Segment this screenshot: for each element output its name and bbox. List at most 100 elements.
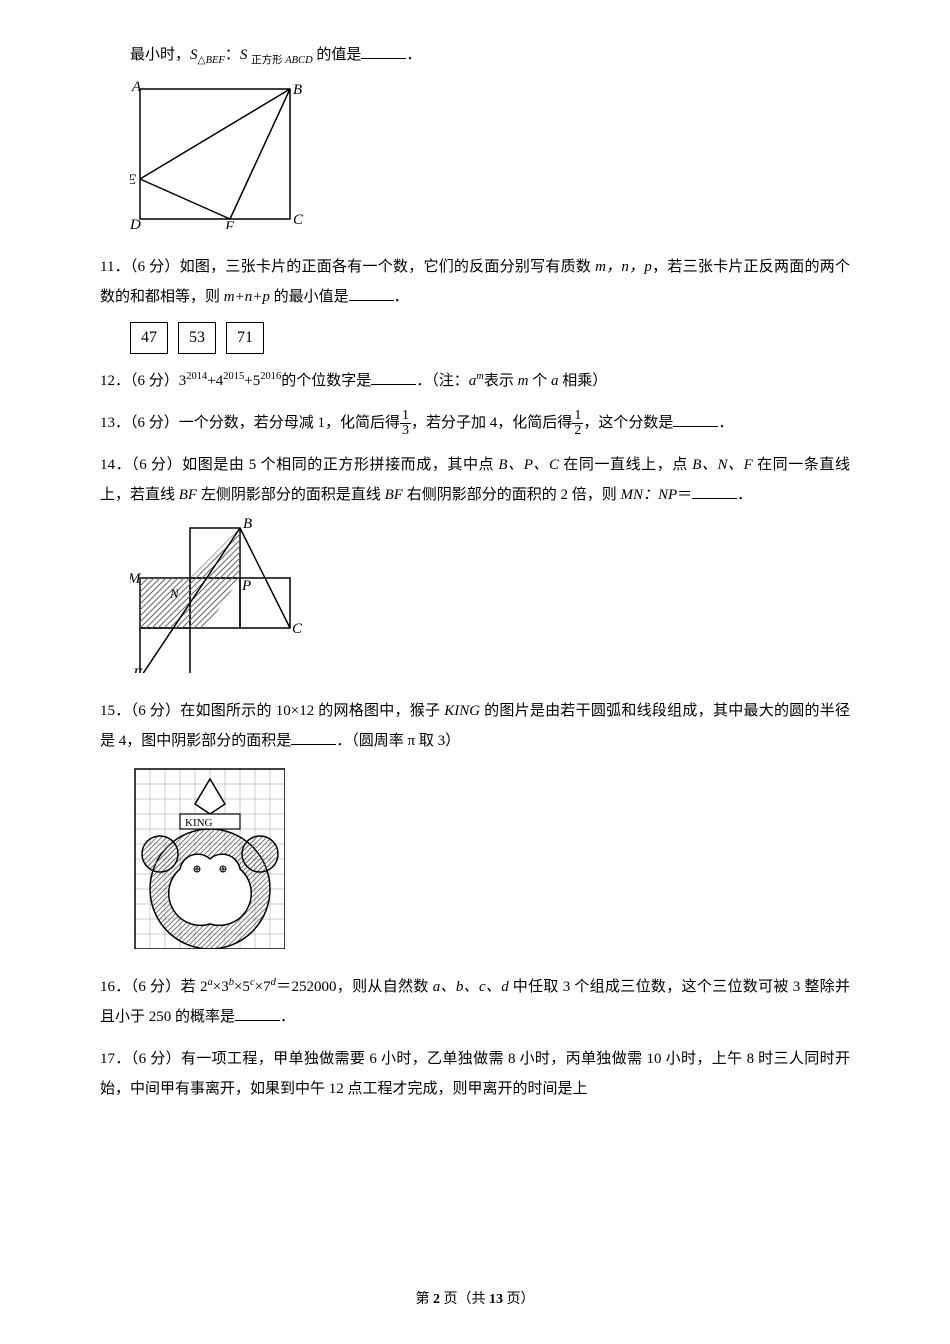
p12-e3: 2016 xyxy=(260,371,281,382)
p15-note: ．（圆周率 π 取 3） xyxy=(336,733,460,749)
frac-2: 12 xyxy=(572,409,583,438)
p11-expr: m+n+p xyxy=(224,289,270,305)
problem-10-tail: 最小时，S△BEF：S 正方形 ABCD 的值是． A B C D E F xyxy=(100,40,850,240)
p14-t5: 右侧阴影部分的面积的 2 倍，则 xyxy=(403,487,621,503)
p17-t1: 有一项工程，甲单独做需要 6 小时，乙单独做需 8 小时，丙单独做需 10 小时… xyxy=(100,1051,850,1097)
f-t1: 第 xyxy=(416,1292,434,1307)
p12-n2: 表示 xyxy=(484,373,518,389)
p12-n1: ．（注： xyxy=(416,373,469,389)
p13-t1: 一个分数，若分母减 1，化简后得 xyxy=(179,415,400,431)
f-t3: 页） xyxy=(503,1292,535,1307)
p12-num: 12． xyxy=(100,373,130,389)
p17-points: （6 分） xyxy=(131,1051,181,1067)
p14-t1: 如图是由 5 个相同的正方形拼接而成，其中点 xyxy=(182,457,498,473)
p10-sub2: 正方形 ABCD xyxy=(251,55,313,66)
p16-vars: a、b、c、d xyxy=(433,979,509,995)
p13-t3: ，这个分数是 xyxy=(583,415,673,431)
svg-15: KING xyxy=(130,764,285,949)
p16-num: 16． xyxy=(100,979,131,995)
p12-t2: +4 xyxy=(207,373,223,389)
blank xyxy=(235,1003,280,1021)
problem-15: 15．（6 分）在如图所示的 10×12 的网格图中，猴子 KING 的图片是由… xyxy=(100,696,850,960)
svg-text:E: E xyxy=(130,172,136,188)
card-2: 53 xyxy=(178,322,216,354)
figure-14: B M P N F C xyxy=(130,518,850,684)
f-t2: 页（共 xyxy=(440,1292,489,1307)
p16-t5: ＝252000，则从自然数 xyxy=(276,979,433,995)
p14-points: （6 分） xyxy=(131,457,182,473)
p17-num: 17． xyxy=(100,1051,131,1067)
svg-text:P: P xyxy=(241,578,251,594)
p12-t4: 的个位数字是 xyxy=(281,373,371,389)
p12-e2: 2015 xyxy=(223,371,244,382)
p10-sub1: △BEF xyxy=(198,55,225,66)
p11-t1: 如图，三张卡片的正面各有一个数，它们的反面分别写有质数 xyxy=(180,259,595,275)
p14-t2: 在同一直线上，点 xyxy=(559,457,692,473)
frac-1: 13 xyxy=(400,409,411,438)
p15-num: 15． xyxy=(100,703,131,719)
p13-num: 13． xyxy=(100,415,130,431)
p16-t4: ×7 xyxy=(255,979,271,995)
p14-l2: BF xyxy=(385,487,403,503)
p14-p2: B、N、F xyxy=(692,457,753,473)
p12-ns: m xyxy=(476,371,484,382)
svg-text:C: C xyxy=(292,621,303,637)
svg-text:D: D xyxy=(130,217,141,229)
p11-t3: 的最小值是 xyxy=(270,289,349,305)
p15-t1: 在如图所示的 10×12 的网格图中，猴子 xyxy=(180,703,444,719)
problem-11: 11．（6 分）如图，三张卡片的正面各有一个数，它们的反面分别写有质数 m，n，… xyxy=(100,252,850,354)
svg-text:B: B xyxy=(293,82,302,98)
problem-14: 14．（6 分）如图是由 5 个相同的正方形拼接而成，其中点 B、P、C 在同一… xyxy=(100,450,850,684)
f-total: 13 xyxy=(489,1292,503,1307)
p10-s2: S xyxy=(240,47,248,63)
svg-14: B M P N F C xyxy=(130,518,340,673)
p12-n3: 个 xyxy=(528,373,551,389)
p14-r: MN：NP xyxy=(620,487,677,503)
f-page: 2 xyxy=(433,1292,440,1307)
cards: 47 53 71 xyxy=(130,322,850,354)
page-footer: 第 2 页（共 13 页） xyxy=(0,1286,950,1314)
svg-text:KING: KING xyxy=(185,817,213,829)
svg-10: A B C D E F xyxy=(130,79,310,229)
p14-p1: B、P、C xyxy=(498,457,559,473)
svg-text:F: F xyxy=(224,219,235,229)
p15-king: KING xyxy=(444,703,480,719)
problem-13: 13．（6 分）一个分数，若分母减 1，化简后得13，若分子加 4，化简后得12… xyxy=(100,408,850,438)
problem-16: 16．（6 分）若 2a×3b×5c×7d＝252000，则从自然数 a、b、c… xyxy=(100,972,850,1032)
p14-l1: BF xyxy=(179,487,197,503)
p15-points: （6 分） xyxy=(131,703,181,719)
p10-tail: 最小时， xyxy=(130,47,190,63)
blank xyxy=(371,367,416,385)
blank xyxy=(673,409,718,427)
p10-ratio-s: S xyxy=(190,47,198,63)
p14-t4: 左侧阴影部分的面积是直线 xyxy=(197,487,385,503)
p12-nv: m xyxy=(518,373,529,389)
p12-e1: 2014 xyxy=(186,371,207,382)
svg-text:F: F xyxy=(132,666,143,673)
p14-t6: ＝ xyxy=(677,487,692,503)
svg-text:C: C xyxy=(293,212,304,228)
p11-vars: m，n，p xyxy=(595,259,652,275)
blank xyxy=(361,41,406,59)
card-3: 71 xyxy=(226,322,264,354)
p14-num: 14． xyxy=(100,457,131,473)
figure-15: KING xyxy=(130,764,850,960)
p12-t3: +5 xyxy=(244,373,260,389)
blank xyxy=(692,481,737,499)
blank xyxy=(349,283,394,301)
p16-t3: ×5 xyxy=(234,979,250,995)
p13-t2: ，若分子加 4，化简后得 xyxy=(411,415,572,431)
svg-text:N: N xyxy=(169,586,180,601)
svg-text:A: A xyxy=(131,79,142,95)
figure-10: A B C D E F xyxy=(130,79,850,240)
problem-12: 12．（6 分）32014+42015+52016的个位数字是．（注：am表示 … xyxy=(100,366,850,396)
p12-n4: 相乘） xyxy=(558,373,607,389)
problem-17: 17．（6 分）有一项工程，甲单独做需要 6 小时，乙单独做需 8 小时，丙单独… xyxy=(100,1044,850,1104)
p13-points: （6 分） xyxy=(130,415,179,431)
p16-t1: 若 2 xyxy=(181,979,208,995)
p16-points: （6 分） xyxy=(131,979,181,995)
svg-text:B: B xyxy=(243,518,252,532)
svg-text:M: M xyxy=(130,571,142,587)
card-1: 47 xyxy=(130,322,168,354)
blank xyxy=(291,727,336,745)
